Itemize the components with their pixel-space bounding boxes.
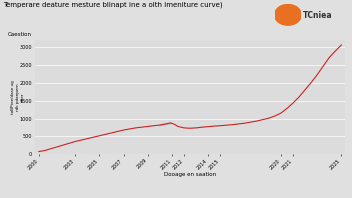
Text: Temperare deature mesture blinapt ine a olth imeniture curve): Temperare deature mesture blinapt ine a …: [4, 2, 223, 9]
Text: Caestion: Caestion: [7, 32, 31, 37]
X-axis label: Dooage en saation: Dooage en saation: [164, 172, 216, 177]
Text: TCniea: TCniea: [303, 11, 332, 20]
Ellipse shape: [275, 5, 301, 25]
Y-axis label: toBPtee/dase ug
rdk pdanpern
ther: toBPtee/dase ug rdk pdanpern ther: [11, 80, 24, 114]
